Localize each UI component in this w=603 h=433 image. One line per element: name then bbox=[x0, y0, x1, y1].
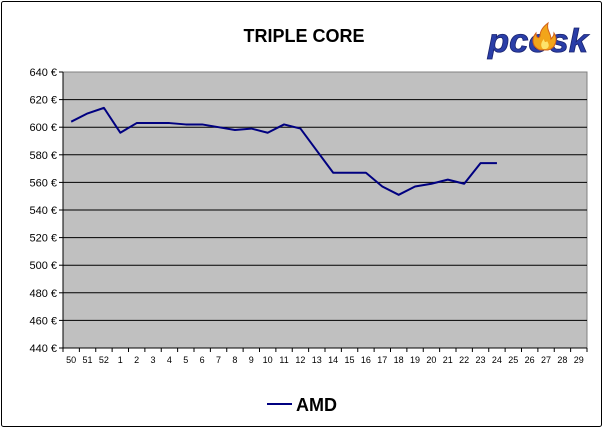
flame-core bbox=[541, 39, 549, 49]
x-tick-label: 51 bbox=[83, 355, 93, 365]
x-tick-label: 7 bbox=[216, 355, 221, 365]
x-tick-label: 10 bbox=[263, 355, 273, 365]
x-tick-label: 16 bbox=[361, 355, 371, 365]
x-tick-label: 22 bbox=[459, 355, 469, 365]
flame-icon bbox=[532, 21, 557, 51]
x-axis: 50 51 52 1 2 3 4 5 6 7 8 9 10 11 12 13 14 15 16 17 18 19 20 21 2… bbox=[62, 347, 588, 365]
x-tick-label: 1 bbox=[118, 355, 123, 365]
x-tick-label: 28 bbox=[557, 355, 567, 365]
x-tick-label: 25 bbox=[508, 355, 518, 365]
x-tick-label: 24 bbox=[492, 355, 502, 365]
legend: AMD bbox=[267, 395, 337, 415]
y-tick-label: 520 € bbox=[29, 233, 57, 245]
x-tick-label: 21 bbox=[443, 355, 453, 365]
y-tick-label: 440 € bbox=[29, 343, 57, 355]
y-tick-label: 620 € bbox=[29, 95, 57, 107]
chart-title: TRIPLE CORE bbox=[243, 26, 364, 46]
x-tick-label: 3 bbox=[151, 355, 156, 365]
series-line-amd bbox=[70, 106, 497, 196]
x-tick-label: 17 bbox=[377, 355, 387, 365]
x-tick-label: 19 bbox=[410, 355, 420, 365]
x-tick-label: 11 bbox=[279, 355, 288, 365]
x-tick-label: 5 bbox=[183, 355, 188, 365]
pcosk-logo: pcosk bbox=[487, 21, 591, 60]
x-tick-label: 29 bbox=[574, 355, 584, 365]
legend-label-amd: AMD bbox=[296, 395, 337, 415]
x-tick-label: 4 bbox=[167, 355, 172, 365]
x-tick-label: 50 bbox=[66, 355, 76, 365]
x-tick-label: 14 bbox=[328, 355, 338, 365]
x-tick-label: 23 bbox=[476, 355, 486, 365]
y-axis: 440 € 460 € 480 € 500 € 520 € 540 € 560 € 580 €… bbox=[29, 67, 64, 355]
y-tick-label: 460 € bbox=[29, 315, 57, 327]
series-layer bbox=[70, 106, 497, 196]
x-tick-label: 27 bbox=[541, 355, 551, 365]
y-tick-label: 480 € bbox=[29, 288, 57, 300]
y-tick-label: 560 € bbox=[29, 177, 57, 189]
y-tick-label: 580 € bbox=[29, 150, 57, 162]
y-tick-label: 540 € bbox=[29, 205, 57, 217]
x-tick-label: 20 bbox=[426, 355, 436, 365]
y-tick-label: 640 € bbox=[29, 67, 57, 79]
x-tick-label: 15 bbox=[345, 355, 355, 365]
x-tick-label: 12 bbox=[295, 355, 305, 365]
y-tick-label: 500 € bbox=[29, 260, 57, 272]
x-tick-label: 9 bbox=[249, 355, 254, 365]
x-tick-label: 8 bbox=[232, 355, 237, 365]
x-tick-label: 13 bbox=[312, 355, 322, 365]
x-tick-label: 6 bbox=[200, 355, 205, 365]
gridlines bbox=[63, 99, 587, 321]
x-tick-label: 18 bbox=[394, 355, 404, 365]
y-tick-label: 600 € bbox=[29, 122, 57, 134]
x-tick-label: 2 bbox=[134, 355, 139, 365]
x-tick-label: 52 bbox=[99, 355, 109, 365]
x-tick-label: 26 bbox=[525, 355, 535, 365]
